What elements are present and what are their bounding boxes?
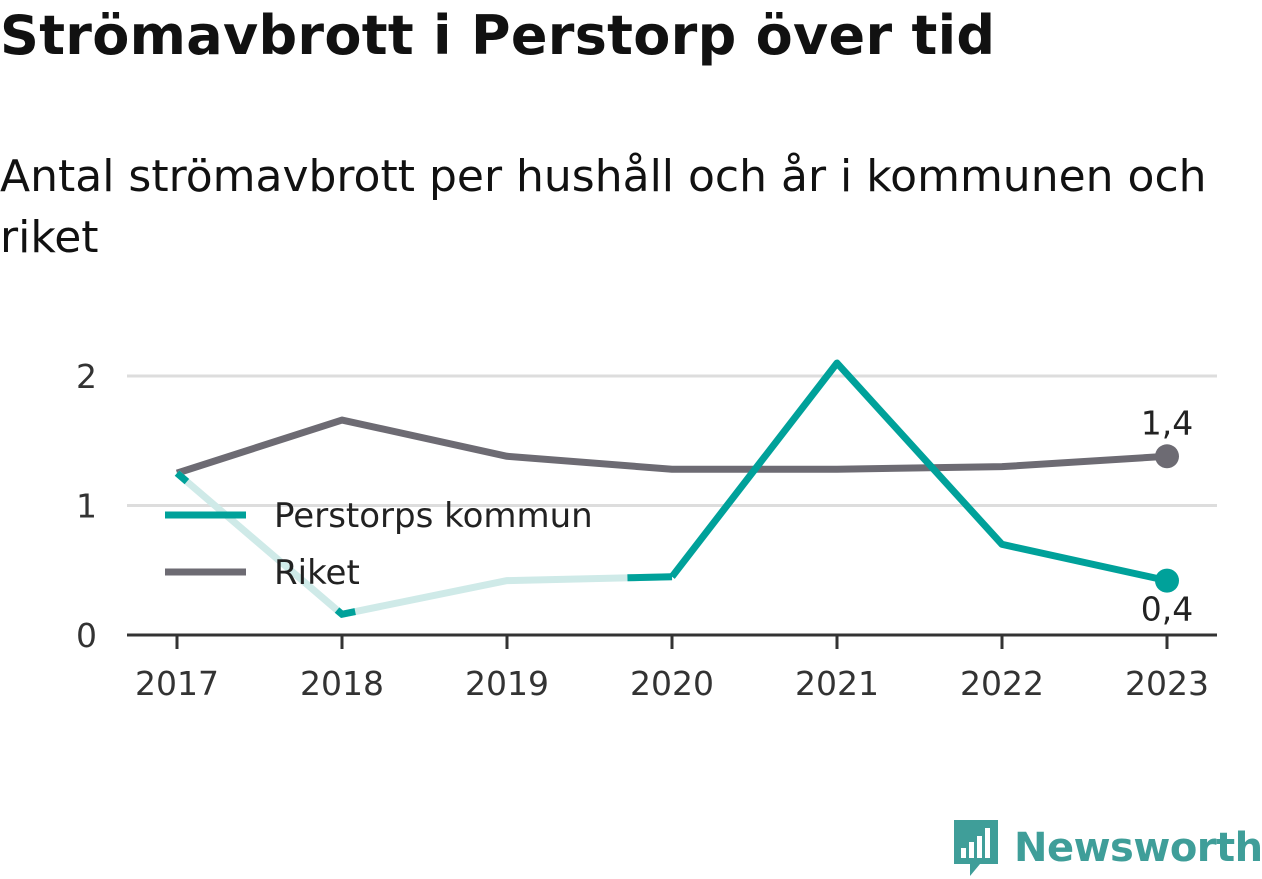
y-tick-label-2: 2 (76, 357, 97, 396)
series-lines (174, 359, 1179, 619)
series-line-perstorp (669, 359, 1168, 585)
legend-label-0: Perstorps kommun (274, 496, 593, 536)
x-tick-label-2019: 2019 (465, 664, 549, 703)
x-axis: 2017 2018 2019 2020 2021 2022 2023 (127, 633, 1217, 703)
chart-subtitle: Antal strömavbrott per hushåll och år i … (0, 151, 1207, 263)
end-dot-riket (1155, 444, 1179, 469)
series-line-riket (175, 416, 1168, 477)
series-line-perstorp-2020-approach (627, 573, 673, 582)
y-axis-ticks: 0 1 2 (76, 357, 97, 655)
newsworthy-icon (954, 820, 998, 876)
series-line-perstorp-faded (174, 470, 673, 618)
chart-title: Strömavbrott i Perstorp över tid (0, 4, 996, 67)
x-tick-label-2021: 2021 (795, 664, 879, 703)
newsworthy-logo: Newsworthy (950, 818, 1262, 878)
legend: Perstorps kommun Riket (165, 496, 593, 593)
series-line-perstorp-2018 (334, 607, 356, 619)
x-tick-label-2020: 2020 (630, 664, 714, 703)
series-line-perstorp-start (174, 470, 190, 485)
x-tick-label-2017: 2017 (135, 664, 219, 703)
x-tick-label-2022: 2022 (960, 664, 1044, 703)
x-tick-label-2023: 2023 (1125, 664, 1209, 703)
end-label-perstorp: 0,4 (1141, 590, 1193, 629)
y-tick-label-0: 0 (76, 616, 97, 655)
legend-label-1: Riket (274, 553, 360, 593)
grid-lines (127, 374, 1217, 507)
x-tick-label-2018: 2018 (300, 664, 384, 703)
y-tick-label-1: 1 (76, 487, 97, 526)
end-label-riket: 1,4 (1141, 403, 1193, 442)
end-labels: 1,4 0,4 (1141, 403, 1193, 628)
end-dot-perstorp (1155, 568, 1179, 593)
brand-name: Newsworthy (1014, 825, 1262, 871)
